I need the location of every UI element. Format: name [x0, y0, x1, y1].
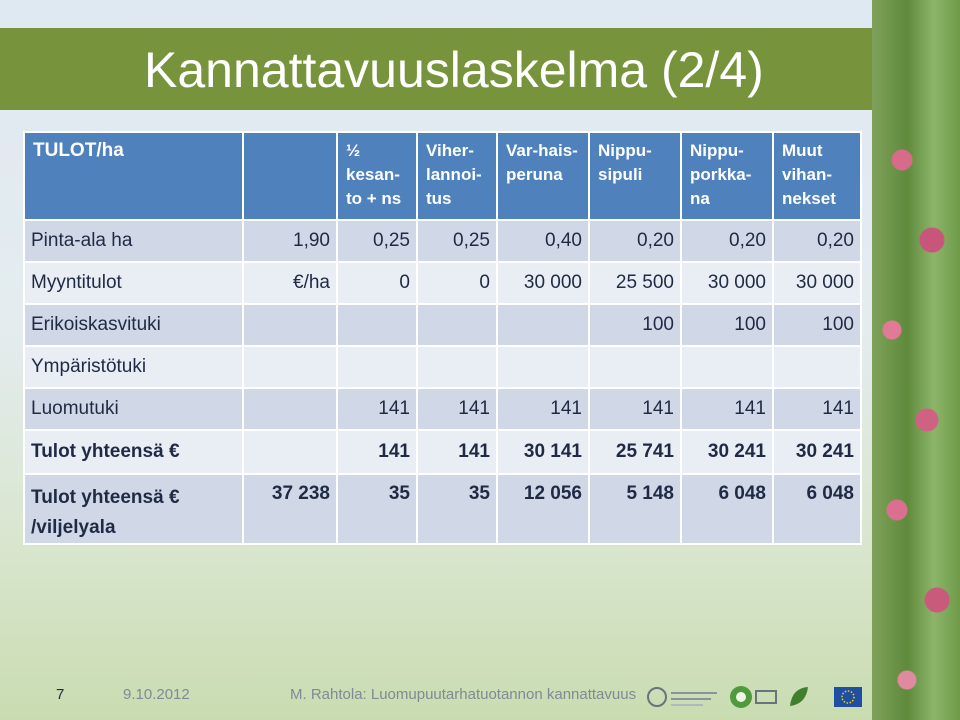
header-cell: [242, 131, 338, 221]
cell: 141: [496, 387, 590, 431]
title-band: [0, 28, 872, 110]
cell: 12 056: [496, 473, 590, 545]
cell: [336, 303, 418, 347]
cell: 0,25: [336, 219, 418, 263]
table-header-row: TULOT/ha ½ kesan-to + ns Viher-lannoi-tu…: [23, 131, 862, 221]
header-cell: Var-hais-peruna: [496, 131, 590, 221]
cell: 35: [336, 473, 418, 545]
row-label: Erikoiskasvituki: [23, 303, 244, 347]
cell: [242, 303, 338, 347]
cell: 100: [588, 303, 682, 347]
cell: 30 000: [772, 261, 862, 305]
slide-title: Kannattavuuslaskelma (2/4): [144, 42, 764, 98]
cell: [242, 345, 338, 389]
agrifood-logo: [728, 682, 778, 712]
page-number: 7: [56, 686, 65, 703]
cell: 6 048: [680, 473, 774, 545]
cell: 0,40: [496, 219, 590, 263]
footer-date: 9.10.2012: [123, 686, 190, 703]
cell: 25 741: [588, 429, 682, 475]
cell: 37 238: [242, 473, 338, 545]
cell: €/ha: [242, 261, 338, 305]
cell: 6 048: [772, 473, 862, 545]
cell: 0: [336, 261, 418, 305]
row-label: Ympäristötuki: [23, 345, 244, 389]
row-label: Tulot yhteensä € /viljelyala: [23, 473, 244, 545]
row-label: Myyntitulot: [23, 261, 244, 305]
cell: [588, 345, 682, 389]
cell: [416, 345, 498, 389]
header-cell: TULOT/ha: [23, 131, 244, 221]
cell: 141: [772, 387, 862, 431]
cell: 141: [336, 387, 418, 431]
eu-flag-logo: [834, 682, 862, 712]
table-row: Erikoiskasvituki 100 100 100: [23, 303, 862, 347]
header-cell: Viher-lannoi-tus: [416, 131, 498, 221]
cell: 0,20: [772, 219, 862, 263]
mtt-logo: [645, 682, 721, 712]
cell: 30 241: [772, 429, 862, 475]
cell: 30 141: [496, 429, 590, 475]
cell: 30 000: [496, 261, 590, 305]
cell: 141: [336, 429, 418, 475]
row-label: Pinta-ala ha: [23, 219, 244, 263]
cell: 5 148: [588, 473, 682, 545]
cell: 141: [588, 387, 682, 431]
cell: 100: [680, 303, 774, 347]
footer-caption: M. Rahtola: Luomupuutarhatuotannon kanna…: [290, 686, 637, 703]
cell: 0: [416, 261, 498, 305]
cell: [242, 429, 338, 475]
cell: [416, 303, 498, 347]
cell: 1,90: [242, 219, 338, 263]
header-cell: Muut vihan-nekset: [772, 131, 862, 221]
table-row: Luomutuki 141 141 141 141 141 141: [23, 387, 862, 431]
cell: 141: [416, 429, 498, 475]
cell: [496, 345, 590, 389]
clover-photo: [872, 0, 960, 720]
header-cell: Nippu-sipuli: [588, 131, 682, 221]
cell: 0,20: [680, 219, 774, 263]
table-row: Ympäristötuki: [23, 345, 862, 389]
cell: [772, 345, 862, 389]
table-row: Myyntitulot €/ha 0 0 30 000 25 500 30 00…: [23, 261, 862, 305]
cell: [496, 303, 590, 347]
cell: 0,25: [416, 219, 498, 263]
cell: 30 000: [680, 261, 774, 305]
income-table: TULOT/ha ½ kesan-to + ns Viher-lannoi-tu…: [23, 131, 862, 545]
cell: 25 500: [588, 261, 682, 305]
row-label: Luomutuki: [23, 387, 244, 431]
cell: 30 241: [680, 429, 774, 475]
cell: [242, 387, 338, 431]
cell: 100: [772, 303, 862, 347]
table-row: Pinta-ala ha 1,90 0,25 0,25 0,40 0,20 0,…: [23, 219, 862, 263]
cell: 0,20: [588, 219, 682, 263]
header-cell: ½ kesan-to + ns: [336, 131, 418, 221]
header-cell: Nippu-porkka-na: [680, 131, 774, 221]
cell: 35: [416, 473, 498, 545]
cell: 141: [416, 387, 498, 431]
row-label: Tulot yhteensä €: [23, 429, 244, 475]
cell: [336, 345, 418, 389]
cell: 141: [680, 387, 774, 431]
leaf-logo: [786, 682, 812, 712]
table-row: Tulot yhteensä € 141 141 30 141 25 741 3…: [23, 429, 862, 475]
cell: [680, 345, 774, 389]
table-row: Tulot yhteensä € /viljelyala 37 238 35 3…: [23, 473, 862, 545]
